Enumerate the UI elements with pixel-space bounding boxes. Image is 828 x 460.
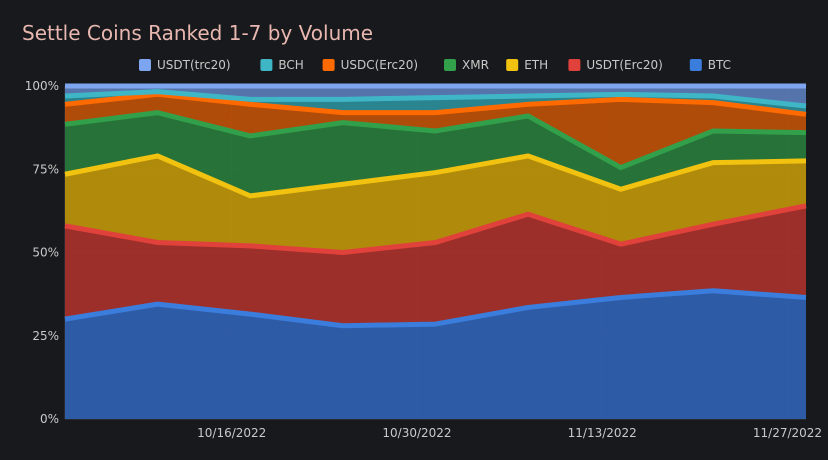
area-btc: [65, 290, 806, 419]
x-tick-label: 11/27/2022: [753, 426, 822, 440]
y-axis: 0% 25% 50% 75% 100%: [25, 79, 59, 426]
legend-label: BTC: [708, 58, 731, 72]
x-tick-label: 11/13/2022: [568, 426, 637, 440]
x-axis: 10/16/2022 10/30/2022 11/13/2022 11/27/2022: [197, 426, 822, 440]
y-tick-label: 75%: [32, 162, 59, 176]
line-eth: [64, 153, 807, 199]
legend-item-bch[interactable]: BCH: [260, 58, 304, 72]
legend-label: BCH: [278, 58, 303, 72]
chart-title: Settle Coins Ranked 1-7 by Volume: [22, 21, 373, 45]
line-usdt-erc20: [64, 203, 807, 255]
legend-item-xmr[interactable]: XMR: [444, 58, 489, 72]
x-tick-label: 10/30/2022: [382, 426, 451, 440]
legend-swatch: [322, 59, 335, 71]
legend-swatch: [444, 59, 456, 71]
legend-swatch: [568, 59, 581, 71]
legend-label: XMR: [462, 58, 489, 72]
area-xmr: [65, 112, 806, 196]
y-tick-label: 50%: [32, 246, 59, 260]
line-bch: [64, 89, 807, 109]
area-eth: [65, 155, 806, 253]
legend-swatch: [260, 59, 273, 71]
legend-item-usdt-erc20[interactable]: USDT(Erc20): [568, 58, 663, 72]
line-usdc-erc20: [64, 91, 807, 117]
series-lines: [64, 83, 807, 329]
legend-item-usdc-erc20[interactable]: USDC(Erc20): [322, 58, 419, 72]
legend-label: ETH: [524, 58, 548, 72]
legend-label: USDT(Erc20): [586, 58, 662, 72]
line-btc: [64, 288, 807, 329]
legend-label: USDT(trc20): [157, 58, 231, 72]
legend-item-btc[interactable]: BTC: [689, 58, 731, 72]
legend-swatch: [506, 59, 519, 71]
y-tick-label: 0%: [40, 412, 59, 426]
legend-label: USDC(Erc20): [341, 58, 419, 72]
legend: USDT(trc20) BCH USDC(Erc20) XMR ETH USDT(Erc2…: [139, 58, 731, 72]
y-tick-label: 25%: [32, 329, 59, 343]
legend-swatch: [689, 59, 702, 71]
x-tick-label: 10/16/2022: [197, 426, 266, 440]
legend-item-usdt-trc20[interactable]: USDT(trc20): [139, 58, 231, 72]
legend-item-eth[interactable]: ETH: [506, 58, 548, 72]
legend-swatch: [139, 59, 151, 71]
line-xmr: [64, 110, 807, 171]
y-tick-label: 100%: [25, 79, 59, 93]
